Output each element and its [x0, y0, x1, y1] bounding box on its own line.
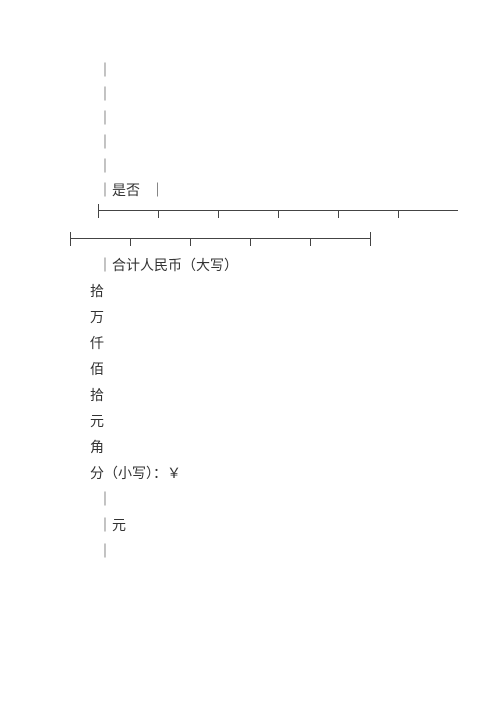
ruler-endcap: [98, 204, 99, 218]
ruler-tick: [278, 210, 279, 218]
vertical-bar-row: ｜: [70, 108, 500, 132]
vertical-bar-row: ｜: [70, 540, 500, 566]
document-page: ｜ ｜ ｜ ｜ ｜ ｜是否 ｜ ｜合计人民币（大写） 拾 万 仟 佰 拾 元 角…: [0, 0, 500, 566]
ruler-tick: [218, 210, 219, 218]
unit-row: 拾: [70, 280, 500, 306]
ruler-tick: [250, 238, 251, 246]
ruler-line: [70, 238, 370, 239]
unit-row: 角: [70, 436, 500, 462]
fen-small-row: 分（小写）：￥: [70, 462, 500, 488]
vertical-bar-row: ｜: [70, 156, 500, 180]
ruler-tick: [310, 238, 311, 246]
unit-row: 万: [70, 306, 500, 332]
vertical-bar-row: ｜: [70, 488, 500, 514]
ruler-endcap: [70, 232, 71, 246]
unit-row: 元: [70, 410, 500, 436]
ruler-upper: [98, 208, 500, 222]
amount-block: ｜合计人民币（大写） 拾 万 仟 佰 拾 元 角 分（小写）：￥ ｜ ｜元 ｜: [70, 254, 500, 566]
ruler-tick: [158, 210, 159, 218]
yesno-row: ｜是否 ｜: [70, 180, 500, 204]
total-rmb-row: ｜合计人民币（大写）: [70, 254, 500, 280]
vertical-bar-row: ｜: [70, 60, 500, 84]
vertical-bar-row: ｜: [70, 132, 500, 156]
ruler-tick: [130, 238, 131, 246]
ruler-tick: [190, 238, 191, 246]
unit-row: 佰: [70, 358, 500, 384]
ruler-lower: [70, 232, 500, 246]
unit-row: 仟: [70, 332, 500, 358]
yuan-row: ｜元: [70, 514, 500, 540]
unit-row: 拾: [70, 384, 500, 410]
ruler-tick: [398, 210, 399, 218]
ruler-endcap: [370, 232, 371, 246]
vertical-bar-row: ｜: [70, 84, 500, 108]
ruler-tick: [338, 210, 339, 218]
